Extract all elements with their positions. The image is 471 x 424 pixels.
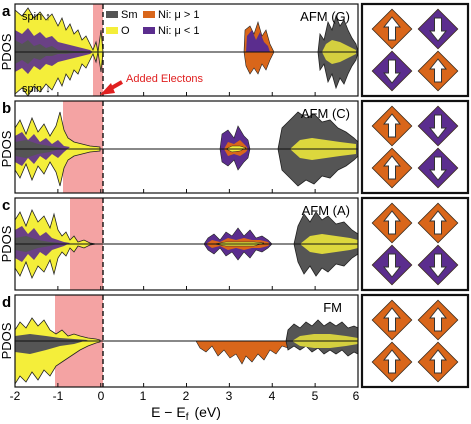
added-electrons-label: Added Electons <box>126 73 204 85</box>
x-tick-label: 2 <box>183 389 190 403</box>
spin-down-arrow-icon <box>382 253 402 278</box>
spin-lattice-inset-c <box>360 196 470 292</box>
y-axis-label-a: PDOS <box>0 33 14 70</box>
x-axis: -2 -1 0 1 2 3 4 5 6 E − Ef (eV) <box>10 92 360 423</box>
panel-c-pdos <box>15 209 358 279</box>
panel-letter-b: b <box>2 100 11 117</box>
spin-insets <box>360 2 470 389</box>
spin-up-arrow-icon <box>382 210 402 235</box>
x-tick-label: 6 <box>353 389 360 403</box>
panel-letter-d: d <box>2 294 11 311</box>
x-tick-label: 4 <box>269 389 276 403</box>
added-electrons-arrow-head <box>100 83 115 95</box>
spin-up-arrow-icon <box>382 155 402 180</box>
spin-up-arrow-icon <box>382 16 402 41</box>
legend-swatch-o <box>106 27 118 34</box>
panel-c <box>14 197 359 291</box>
spin-lattice-inset-a <box>360 2 470 98</box>
x-axis-label-unit: (eV) <box>194 404 220 420</box>
panel-letter-a: a <box>2 3 11 20</box>
x-axis-label-sub: f <box>186 412 189 423</box>
legend-label-o: O <box>121 25 130 37</box>
x-axis-label-main: E − E <box>151 404 186 420</box>
panel-a-ni-small-dos-2 <box>246 30 270 52</box>
x-tick-label: -2 <box>10 389 21 403</box>
panel-d <box>14 294 359 388</box>
panel-title-c: AFM (A) <box>302 203 350 218</box>
x-tick-label: 0 <box>98 389 105 403</box>
spin-up-arrow-icon <box>428 58 448 83</box>
panel-a <box>14 3 359 97</box>
y-axis-label-b: PDOS <box>0 130 14 167</box>
panel-title-a: AFM (G) <box>300 9 350 24</box>
x-tick-marks <box>14 92 359 387</box>
panel-title-b: AFM (C) <box>301 106 350 121</box>
spin-down-arrow-icon <box>428 156 448 181</box>
spin-up-arrow-icon <box>428 210 448 235</box>
spin-down-arrow-icon <box>428 114 448 139</box>
panel-letter-c: c <box>2 197 10 214</box>
spin-up-label: spin ↑ <box>22 11 51 23</box>
x-tick-label: 3 <box>226 389 233 403</box>
panel-d-pdos <box>15 317 358 385</box>
inset-frame <box>360 293 470 389</box>
inset-frame <box>360 99 470 195</box>
spin-up-arrow-icon <box>382 349 402 374</box>
spin-down-label: spin ↓ <box>22 83 51 95</box>
added-electrons-annotation: Added Electons <box>100 73 204 95</box>
spin-up-arrow-icon <box>382 307 402 332</box>
y-axis-label-d: PDOS <box>0 322 14 359</box>
spin-down-arrow-icon <box>428 17 448 42</box>
legend-label-ni-large: Ni: μ > 1 <box>158 9 200 21</box>
y-axis-label-c: PDOS <box>0 225 14 262</box>
x-tick-label: 5 <box>312 389 319 403</box>
legend: Sm Ni: μ > 1 O Ni: μ < 1 <box>106 9 200 37</box>
x-axis-label: E − Ef (eV) <box>151 404 221 423</box>
panel-d-sm-dos <box>15 334 88 354</box>
spin-down-arrow-icon <box>428 253 448 278</box>
spin-down-arrow-icon <box>382 59 402 84</box>
spin-up-arrow-icon <box>382 113 402 138</box>
spin-lattice-inset-b <box>360 99 470 195</box>
spin-up-arrow-icon <box>428 307 448 332</box>
panel-b <box>14 100 359 194</box>
legend-swatch-sm <box>106 11 118 18</box>
legend-swatch-ni-large <box>143 11 155 18</box>
x-tick-label: 1 <box>140 389 147 403</box>
spin-lattice-inset-d <box>360 293 470 389</box>
legend-swatch-ni-small <box>143 27 155 34</box>
inset-frame <box>360 2 470 98</box>
legend-label-sm: Sm <box>121 9 138 21</box>
panel-d-ni-large-dos <box>195 340 293 365</box>
panel-title-d: FM <box>323 300 342 315</box>
panel-b-pdos <box>15 111 358 187</box>
legend-label-ni-small: Ni: μ < 1 <box>158 25 200 37</box>
panel-a-pdos <box>15 7 358 96</box>
inset-frame <box>360 196 470 292</box>
spin-up-arrow-icon <box>428 349 448 374</box>
x-tick-label: -1 <box>53 389 64 403</box>
